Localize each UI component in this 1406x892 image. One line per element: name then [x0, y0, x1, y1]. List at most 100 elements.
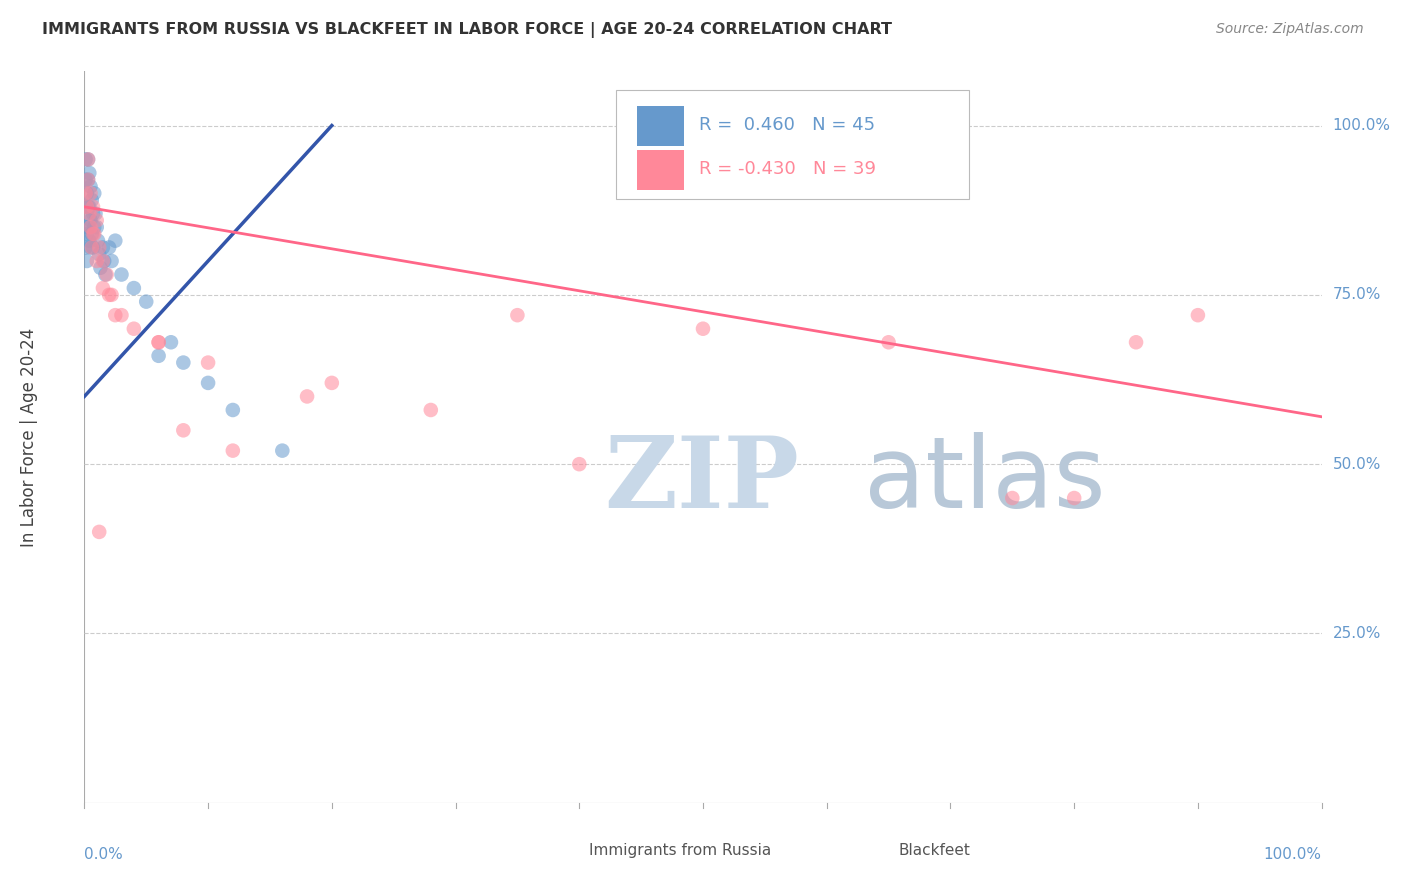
Point [79, 206, 101, 220]
Text: R =  0.460   N = 45: R = 0.460 N = 45 [699, 117, 876, 135]
Text: 25.0%: 25.0% [1333, 626, 1381, 641]
Point [98, 288, 121, 302]
Point [98, 240, 121, 254]
Point [79, 166, 101, 180]
Point [1063, 491, 1085, 505]
Point [82, 200, 104, 214]
Text: Blackfeet: Blackfeet [898, 843, 970, 858]
Point [87, 234, 110, 248]
Point [271, 443, 294, 458]
Point [1125, 335, 1147, 350]
Point [110, 268, 132, 282]
Bar [543, 836, 576, 865]
Point [80, 193, 103, 207]
Point [83, 227, 105, 241]
Point [148, 335, 170, 350]
Point [76, 186, 98, 201]
Point [91, 281, 114, 295]
Point [77, 172, 100, 186]
Point [1001, 491, 1024, 505]
Point [172, 355, 194, 369]
Point [568, 457, 591, 471]
Point [75, 220, 97, 235]
Point [100, 254, 122, 268]
Point [86, 213, 108, 227]
Point [89, 240, 111, 254]
Text: Immigrants from Russia: Immigrants from Russia [589, 843, 772, 858]
Text: ZIP: ZIP [605, 433, 799, 530]
Text: Source: ZipAtlas.com: Source: ZipAtlas.com [1216, 22, 1364, 37]
Point [197, 355, 219, 369]
Point [148, 335, 170, 350]
Point [122, 281, 145, 295]
Point [321, 376, 343, 390]
Point [79, 186, 101, 201]
Text: R = -0.430   N = 39: R = -0.430 N = 39 [699, 161, 876, 178]
Point [506, 308, 529, 322]
Point [83, 186, 105, 201]
Bar [637, 106, 685, 146]
Point [1187, 308, 1209, 322]
FancyBboxPatch shape [616, 90, 969, 200]
Point [76, 206, 98, 220]
Point [79, 234, 101, 248]
Point [222, 403, 245, 417]
Point [172, 423, 194, 437]
Point [79, 220, 101, 235]
Point [692, 322, 714, 336]
Point [79, 213, 101, 227]
Point [82, 240, 104, 254]
Point [84, 206, 107, 220]
Point [96, 268, 118, 282]
Point [75, 172, 97, 186]
Point [222, 443, 245, 458]
Point [148, 349, 170, 363]
Text: In Labor Force | Age 20-24: In Labor Force | Age 20-24 [20, 327, 38, 547]
Point [91, 254, 114, 268]
Text: atlas: atlas [863, 433, 1105, 530]
Point [77, 153, 100, 167]
Point [76, 254, 98, 268]
Point [89, 247, 111, 261]
Point [295, 389, 318, 403]
Point [135, 294, 157, 309]
Point [79, 240, 101, 254]
Point [89, 260, 111, 275]
Text: 0.0%: 0.0% [84, 847, 124, 862]
Bar [852, 836, 886, 865]
Point [77, 153, 100, 167]
Point [89, 524, 111, 539]
Point [79, 200, 101, 214]
Text: 50.0%: 50.0% [1333, 457, 1381, 472]
Point [76, 200, 98, 214]
Point [100, 288, 122, 302]
Point [79, 179, 101, 194]
Point [122, 322, 145, 336]
Text: IMMIGRANTS FROM RUSSIA VS BLACKFEET IN LABOR FORCE | AGE 20-24 CORRELATION CHART: IMMIGRANTS FROM RUSSIA VS BLACKFEET IN L… [42, 22, 893, 38]
Point [160, 335, 183, 350]
Point [77, 172, 100, 186]
Point [82, 206, 104, 220]
Point [110, 308, 132, 322]
Point [91, 240, 114, 254]
Point [82, 227, 104, 241]
Bar [637, 150, 685, 190]
Text: 100.0%: 100.0% [1333, 118, 1391, 133]
Point [75, 200, 97, 214]
Point [77, 200, 100, 214]
Point [75, 153, 97, 167]
Point [83, 220, 105, 235]
Point [197, 376, 219, 390]
Text: 100.0%: 100.0% [1264, 847, 1322, 862]
Point [93, 254, 115, 268]
Point [76, 227, 98, 241]
Point [77, 220, 100, 235]
Point [75, 240, 97, 254]
Point [75, 186, 97, 201]
Point [877, 335, 900, 350]
Point [104, 308, 127, 322]
Point [80, 227, 103, 241]
Point [419, 403, 441, 417]
Point [86, 254, 108, 268]
Point [86, 220, 108, 235]
